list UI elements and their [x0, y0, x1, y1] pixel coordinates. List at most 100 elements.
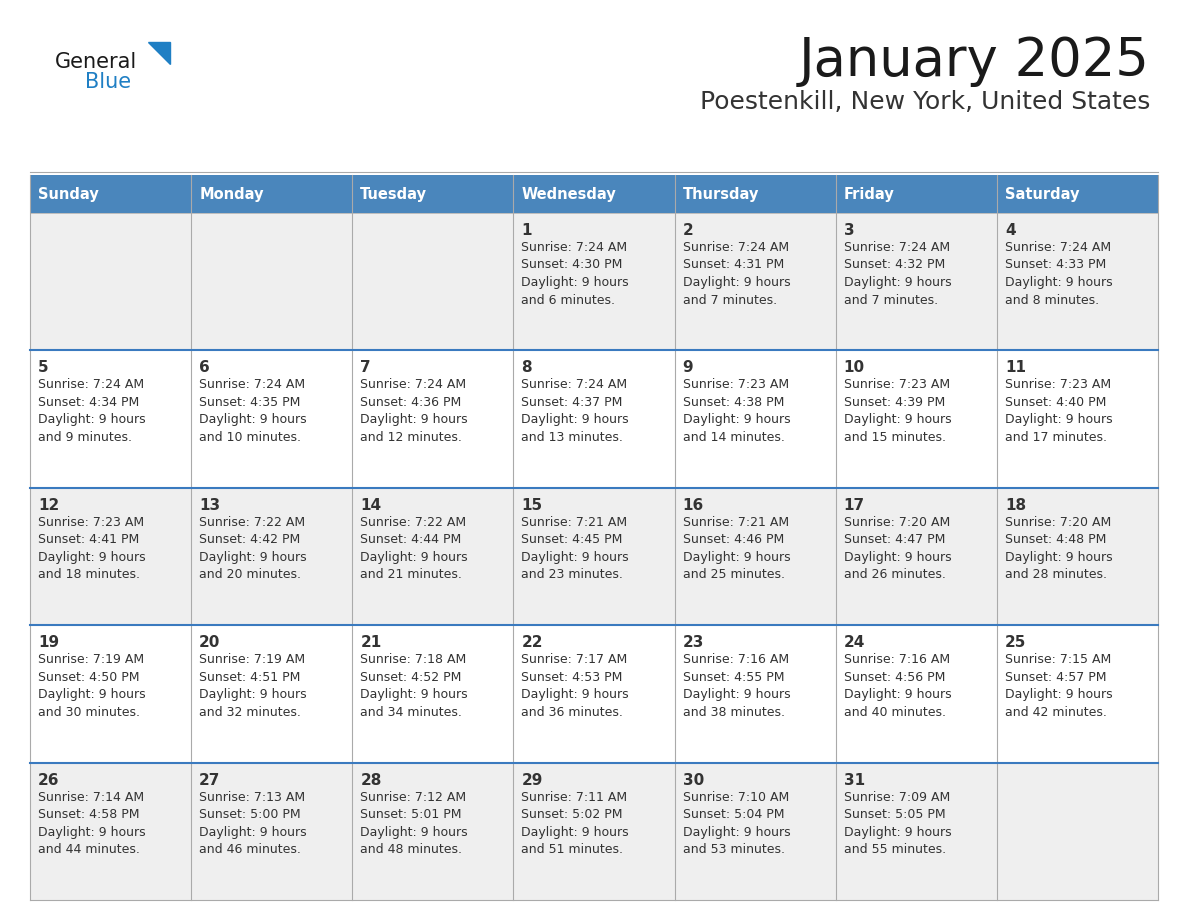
- Bar: [353, 487, 513, 625]
- Text: Daylight: 9 hours: Daylight: 9 hours: [683, 551, 790, 564]
- Bar: [513, 763, 675, 900]
- Text: Daylight: 9 hours: Daylight: 9 hours: [522, 688, 630, 701]
- Text: 28: 28: [360, 773, 381, 788]
- Text: and 7 minutes.: and 7 minutes.: [843, 294, 937, 307]
- Text: Daylight: 9 hours: Daylight: 9 hours: [522, 825, 630, 839]
- Text: Sunrise: 7:17 AM: Sunrise: 7:17 AM: [522, 654, 627, 666]
- Bar: [675, 625, 835, 763]
- Text: Daylight: 9 hours: Daylight: 9 hours: [200, 413, 307, 426]
- Text: Sunday: Sunday: [38, 186, 99, 201]
- Text: 11: 11: [1005, 361, 1026, 375]
- Text: Sunset: 4:52 PM: Sunset: 4:52 PM: [360, 671, 462, 684]
- Text: Sunrise: 7:12 AM: Sunrise: 7:12 AM: [360, 790, 467, 803]
- Text: Sunrise: 7:10 AM: Sunrise: 7:10 AM: [683, 790, 789, 803]
- Bar: [30, 625, 191, 763]
- Text: Sunset: 4:40 PM: Sunset: 4:40 PM: [1005, 396, 1106, 409]
- Text: and 48 minutes.: and 48 minutes.: [360, 843, 462, 856]
- Text: Daylight: 9 hours: Daylight: 9 hours: [522, 276, 630, 289]
- Text: and 10 minutes.: and 10 minutes.: [200, 431, 301, 444]
- Text: Sunset: 4:58 PM: Sunset: 4:58 PM: [38, 808, 139, 821]
- Bar: [835, 625, 997, 763]
- Text: and 7 minutes.: and 7 minutes.: [683, 294, 777, 307]
- Text: Daylight: 9 hours: Daylight: 9 hours: [683, 413, 790, 426]
- Text: Daylight: 9 hours: Daylight: 9 hours: [38, 413, 146, 426]
- Text: Daylight: 9 hours: Daylight: 9 hours: [1005, 276, 1112, 289]
- Text: Sunset: 4:37 PM: Sunset: 4:37 PM: [522, 396, 623, 409]
- Text: Sunset: 4:46 PM: Sunset: 4:46 PM: [683, 533, 784, 546]
- Text: Daylight: 9 hours: Daylight: 9 hours: [683, 825, 790, 839]
- Bar: [513, 175, 675, 213]
- Text: and 53 minutes.: and 53 minutes.: [683, 843, 784, 856]
- Bar: [675, 763, 835, 900]
- Text: Sunrise: 7:24 AM: Sunrise: 7:24 AM: [522, 241, 627, 254]
- Text: and 40 minutes.: and 40 minutes.: [843, 706, 946, 719]
- Text: and 34 minutes.: and 34 minutes.: [360, 706, 462, 719]
- Text: Sunset: 4:36 PM: Sunset: 4:36 PM: [360, 396, 461, 409]
- Bar: [513, 351, 675, 487]
- Bar: [997, 763, 1158, 900]
- Text: 23: 23: [683, 635, 704, 650]
- Bar: [30, 763, 191, 900]
- Text: and 17 minutes.: and 17 minutes.: [1005, 431, 1107, 444]
- Text: Daylight: 9 hours: Daylight: 9 hours: [38, 825, 146, 839]
- Text: Daylight: 9 hours: Daylight: 9 hours: [360, 551, 468, 564]
- Text: and 26 minutes.: and 26 minutes.: [843, 568, 946, 581]
- Text: Sunset: 5:01 PM: Sunset: 5:01 PM: [360, 808, 462, 821]
- Text: 12: 12: [38, 498, 59, 513]
- Text: Sunrise: 7:23 AM: Sunrise: 7:23 AM: [683, 378, 789, 391]
- Text: 22: 22: [522, 635, 543, 650]
- Bar: [30, 213, 191, 351]
- Text: Daylight: 9 hours: Daylight: 9 hours: [360, 413, 468, 426]
- Text: Sunrise: 7:21 AM: Sunrise: 7:21 AM: [522, 516, 627, 529]
- Bar: [30, 487, 191, 625]
- Text: and 14 minutes.: and 14 minutes.: [683, 431, 784, 444]
- Bar: [835, 175, 997, 213]
- Text: and 44 minutes.: and 44 minutes.: [38, 843, 140, 856]
- Text: and 15 minutes.: and 15 minutes.: [843, 431, 946, 444]
- Text: 7: 7: [360, 361, 371, 375]
- Text: and 21 minutes.: and 21 minutes.: [360, 568, 462, 581]
- Text: Sunset: 4:48 PM: Sunset: 4:48 PM: [1005, 533, 1106, 546]
- Text: and 32 minutes.: and 32 minutes.: [200, 706, 301, 719]
- Text: Daylight: 9 hours: Daylight: 9 hours: [843, 688, 952, 701]
- Text: Daylight: 9 hours: Daylight: 9 hours: [38, 551, 146, 564]
- Text: Sunset: 4:50 PM: Sunset: 4:50 PM: [38, 671, 139, 684]
- Text: Sunset: 4:44 PM: Sunset: 4:44 PM: [360, 533, 461, 546]
- Text: Sunset: 4:32 PM: Sunset: 4:32 PM: [843, 259, 944, 272]
- Bar: [353, 175, 513, 213]
- Bar: [513, 487, 675, 625]
- Text: Daylight: 9 hours: Daylight: 9 hours: [200, 688, 307, 701]
- Text: 16: 16: [683, 498, 703, 513]
- Bar: [191, 213, 353, 351]
- Text: Sunrise: 7:23 AM: Sunrise: 7:23 AM: [843, 378, 950, 391]
- Text: Sunset: 4:39 PM: Sunset: 4:39 PM: [843, 396, 944, 409]
- Text: Sunrise: 7:11 AM: Sunrise: 7:11 AM: [522, 790, 627, 803]
- Bar: [513, 625, 675, 763]
- Bar: [997, 487, 1158, 625]
- Text: Sunrise: 7:22 AM: Sunrise: 7:22 AM: [200, 516, 305, 529]
- Text: and 12 minutes.: and 12 minutes.: [360, 431, 462, 444]
- Bar: [353, 625, 513, 763]
- Text: Daylight: 9 hours: Daylight: 9 hours: [1005, 413, 1112, 426]
- Bar: [30, 175, 191, 213]
- Text: 13: 13: [200, 498, 220, 513]
- Text: January 2025: January 2025: [800, 35, 1150, 87]
- Text: Sunset: 4:47 PM: Sunset: 4:47 PM: [843, 533, 946, 546]
- Text: Sunset: 4:31 PM: Sunset: 4:31 PM: [683, 259, 784, 272]
- Bar: [675, 175, 835, 213]
- Bar: [191, 487, 353, 625]
- Text: 14: 14: [360, 498, 381, 513]
- Text: Sunrise: 7:19 AM: Sunrise: 7:19 AM: [38, 654, 144, 666]
- Text: and 51 minutes.: and 51 minutes.: [522, 843, 624, 856]
- Text: Sunrise: 7:24 AM: Sunrise: 7:24 AM: [843, 241, 950, 254]
- Text: Saturday: Saturday: [1005, 186, 1080, 201]
- Text: Sunrise: 7:22 AM: Sunrise: 7:22 AM: [360, 516, 467, 529]
- Text: Sunrise: 7:16 AM: Sunrise: 7:16 AM: [683, 654, 789, 666]
- Bar: [675, 213, 835, 351]
- Text: Monday: Monday: [200, 186, 264, 201]
- Text: and 38 minutes.: and 38 minutes.: [683, 706, 784, 719]
- Text: Sunset: 4:53 PM: Sunset: 4:53 PM: [522, 671, 623, 684]
- Text: Sunrise: 7:19 AM: Sunrise: 7:19 AM: [200, 654, 305, 666]
- Text: and 55 minutes.: and 55 minutes.: [843, 843, 946, 856]
- Bar: [997, 213, 1158, 351]
